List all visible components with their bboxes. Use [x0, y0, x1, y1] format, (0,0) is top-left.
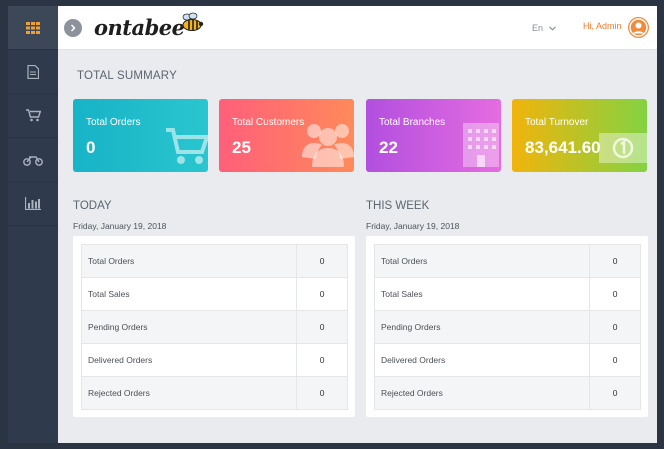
row-label: Total Sales: [373, 277, 591, 311]
card-value: 83,641.60: [525, 138, 601, 157]
user-greeting[interactable]: Hi, Admin: [583, 21, 622, 31]
sidebar-item-reports[interactable]: [8, 182, 58, 226]
table-row: Pending Orders 0: [373, 310, 641, 344]
row-value: 0: [589, 277, 641, 311]
table-row: Rejected Orders 0: [373, 376, 641, 410]
app-window: ontabee En Hi, Admin TO: [8, 6, 657, 443]
sidebar-item-orders[interactable]: [8, 94, 58, 138]
main-content: TOTAL SUMMARY Total Orders 0 Total Custo…: [58, 50, 657, 443]
chevron-right-icon: [70, 19, 76, 37]
table-row: Delivered Orders 0: [80, 343, 348, 377]
row-label: Rejected Orders: [373, 376, 591, 410]
table-row: Delivered Orders 0: [373, 343, 641, 377]
row-label: Pending Orders: [80, 310, 298, 344]
card-value: 0: [86, 138, 96, 157]
users-icon: [302, 117, 354, 172]
table-row: Total Sales 0: [80, 277, 348, 311]
row-label: Pending Orders: [373, 310, 591, 344]
row-value: 0: [296, 244, 348, 278]
sidebar-item-delivery[interactable]: [8, 138, 58, 182]
card-value: 25: [232, 138, 251, 157]
cart-icon: [25, 109, 41, 122]
card-label: Total Branches: [379, 117, 446, 128]
row-value: 0: [589, 310, 641, 344]
week-date: Friday, January 19, 2018: [366, 221, 460, 231]
top-bar: ontabee En Hi, Admin: [58, 6, 657, 50]
row-value: 0: [296, 310, 348, 344]
table-row: Total Sales 0: [373, 277, 641, 311]
row-label: Total Orders: [373, 244, 591, 278]
row-value: 0: [296, 343, 348, 377]
row-value: 0: [589, 343, 641, 377]
today-date: Friday, January 19, 2018: [73, 221, 167, 231]
cart-icon: [162, 127, 208, 172]
card-value: 22: [379, 138, 398, 157]
week-title: THIS WEEK: [366, 200, 430, 212]
brand-logo[interactable]: ontabee: [94, 15, 185, 40]
document-icon: [27, 64, 39, 79]
chevron-down-icon: [549, 23, 556, 33]
sidebar-toggle-button[interactable]: [64, 19, 82, 37]
row-value: 0: [296, 277, 348, 311]
row-value: 0: [589, 244, 641, 278]
row-label: Delivered Orders: [373, 343, 591, 377]
summary-title: TOTAL SUMMARY: [77, 70, 177, 82]
row-label: Total Orders: [80, 244, 298, 278]
bar-chart-icon: [25, 197, 41, 210]
today-table: Total Orders 0 Total Sales 0 Pending Order…: [80, 244, 348, 410]
avatar[interactable]: [628, 17, 649, 38]
money-icon: [597, 127, 647, 172]
card-total-branches[interactable]: Total Branches 22: [366, 99, 501, 172]
sidebar-item-dashboard[interactable]: [8, 6, 58, 50]
row-label: Total Sales: [80, 277, 298, 311]
motorbike-icon: [23, 154, 43, 166]
table-row: Pending Orders 0: [80, 310, 348, 344]
row-value: 0: [296, 376, 348, 410]
sidebar-item-documents[interactable]: [8, 50, 58, 94]
card-total-turnover[interactable]: Total Turnover 83,641.60: [512, 99, 647, 172]
sidebar: [8, 6, 58, 443]
week-table: Total Orders 0 Total Sales 0 Pending Order…: [373, 244, 641, 410]
card-label: Total Turnover: [525, 117, 589, 128]
table-row: Total Orders 0: [80, 244, 348, 278]
card-total-customers[interactable]: Total Customers 25: [219, 99, 354, 172]
language-selector[interactable]: En: [532, 23, 556, 33]
language-label: En: [532, 23, 544, 33]
today-title: TODAY: [73, 200, 112, 212]
grid-icon: [26, 21, 40, 34]
row-value: 0: [589, 376, 641, 410]
table-row: Rejected Orders 0: [80, 376, 348, 410]
building-icon: [461, 121, 501, 172]
bee-icon: [180, 12, 204, 39]
card-label: Total Orders: [86, 117, 141, 128]
week-panel: Total Orders 0 Total Sales 0 Pending Order…: [366, 236, 648, 417]
card-total-orders[interactable]: Total Orders 0: [73, 99, 208, 172]
row-label: Delivered Orders: [80, 343, 298, 377]
table-row: Total Orders 0: [373, 244, 641, 278]
row-label: Rejected Orders: [80, 376, 298, 410]
today-panel: Total Orders 0 Total Sales 0 Pending Order…: [73, 236, 355, 417]
card-label: Total Customers: [232, 117, 305, 128]
